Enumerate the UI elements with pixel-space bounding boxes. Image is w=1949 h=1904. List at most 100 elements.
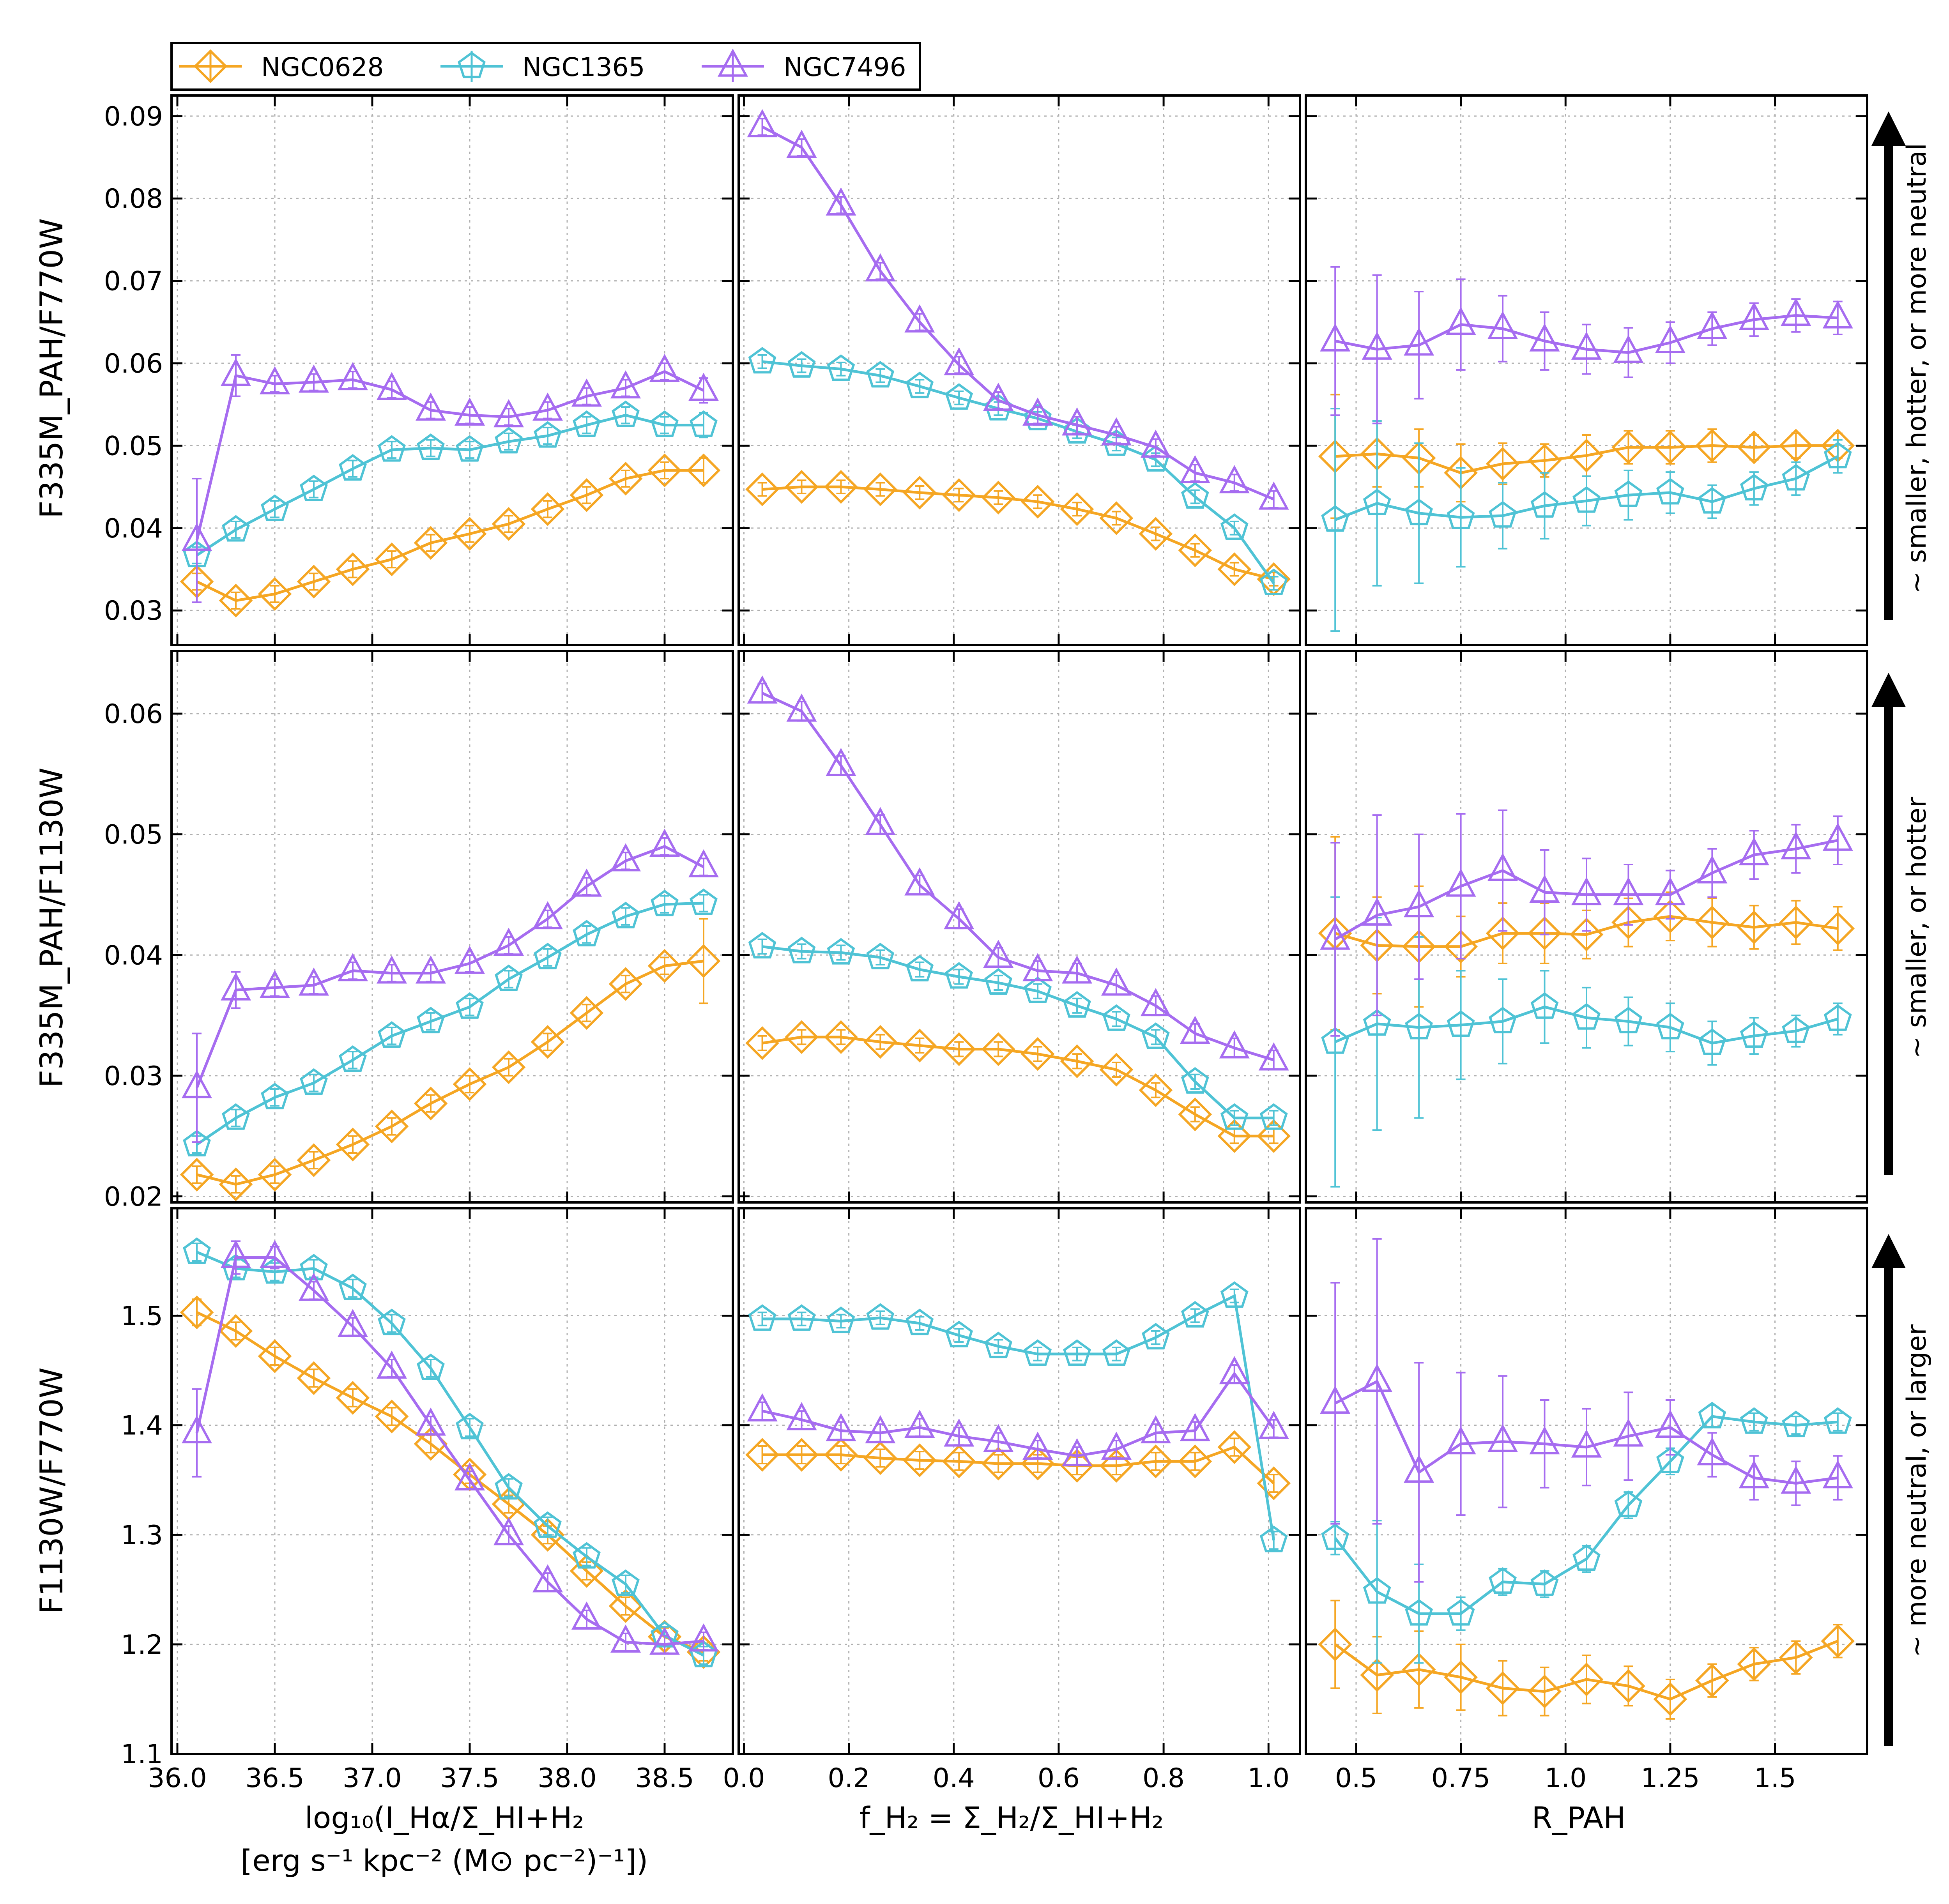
data-point: [375, 542, 409, 576]
data-point: [297, 564, 331, 599]
data-point: [1656, 1013, 1684, 1040]
data-point: [1611, 1669, 1645, 1703]
data-point: [1321, 505, 1349, 532]
data-point: [827, 354, 855, 381]
data-point: [1181, 482, 1209, 509]
data-point: [183, 1237, 211, 1264]
data-point: [1695, 429, 1729, 463]
x-tick-label: 0.2: [828, 1763, 870, 1794]
panel-frame: [738, 94, 1301, 646]
panel-r2-c1: 0.02 0.03 0.04 0.05 0.06: [104, 650, 734, 1213]
data-point: [863, 1441, 897, 1475]
data-point: [1258, 1042, 1289, 1071]
panel-r3-c3: 0.5 0.75 1.0 1.25 1.5: [1305, 1207, 1868, 1794]
y-tick-label: 0.07: [104, 266, 163, 297]
data-point: [534, 1511, 562, 1538]
data-point: [1697, 1437, 1728, 1466]
data-point: [415, 1407, 446, 1436]
data-point: [571, 868, 602, 897]
data-point: [1779, 1641, 1813, 1674]
data-point: [1404, 1455, 1434, 1483]
data-point: [1486, 916, 1520, 950]
data-point: [1102, 1339, 1130, 1366]
data-point: [610, 1624, 641, 1653]
data-point: [824, 1438, 858, 1472]
y-tick-label: 0.03: [104, 596, 163, 626]
data-point: [183, 1130, 211, 1156]
data-point: [1572, 1003, 1601, 1030]
panel-r3-c2: 0.0 0.2 0.4 0.6 0.8 1.0: [723, 1207, 1301, 1794]
data-point: [297, 1361, 331, 1395]
data-point: [787, 351, 816, 378]
panel-r1-c3: [1305, 94, 1868, 646]
data-point: [1655, 1409, 1685, 1438]
data-point: [300, 1068, 328, 1095]
data-point: [786, 129, 817, 158]
data-point: [297, 1143, 331, 1177]
data-point: [1571, 1429, 1602, 1458]
data-point: [571, 1601, 602, 1630]
data-point: [375, 1109, 409, 1144]
data-point: [1614, 1006, 1643, 1034]
data-point: [1529, 323, 1560, 352]
data-point: [569, 1554, 604, 1588]
data-point: [454, 1462, 485, 1490]
data-point: [1259, 1526, 1288, 1552]
data-point: [785, 1020, 819, 1054]
data-point: [336, 1381, 370, 1415]
data-point: [745, 472, 779, 506]
data-point: [745, 1026, 779, 1060]
data-point: [1363, 1577, 1391, 1604]
data-point: [1060, 1044, 1094, 1078]
data-point: [981, 1032, 1015, 1066]
data-point: [1062, 1438, 1093, 1467]
data-point: [688, 373, 719, 401]
data-point: [1180, 455, 1210, 483]
data-point: [748, 347, 776, 374]
data-point: [944, 1418, 974, 1447]
y-tick-label: 1.5: [121, 1301, 163, 1332]
data-point: [612, 902, 640, 928]
series-ngc1365: [183, 400, 718, 567]
data-point: [569, 478, 604, 512]
series-line: [196, 414, 704, 557]
data-point: [1102, 1004, 1130, 1031]
data-point: [337, 362, 368, 391]
data-point: [983, 940, 1014, 968]
series-ngc1365: [1321, 896, 1852, 1188]
data-point: [1220, 1281, 1249, 1308]
data-point: [826, 1413, 856, 1441]
x-tick-label: 38.0: [538, 1763, 596, 1794]
data-point: [787, 937, 816, 963]
series-ngc0628: [745, 470, 1291, 596]
data-point: [1139, 517, 1173, 551]
data-point: [785, 470, 819, 504]
panel-frame: [738, 650, 1301, 1204]
data-point: [339, 1045, 367, 1072]
data-point: [826, 187, 856, 216]
x-tick-label: 38.5: [635, 1763, 694, 1794]
data-point: [1259, 568, 1288, 595]
data-point: [493, 928, 524, 956]
data-point: [1445, 307, 1476, 335]
data-point: [1180, 1016, 1210, 1044]
data-point: [222, 1103, 250, 1130]
data-point: [258, 1158, 292, 1192]
x-label-mid: f_H₂ = Σ_H₂/Σ_HI+H₂: [860, 1800, 1164, 1835]
data-point: [298, 967, 329, 996]
data-point: [1363, 1009, 1391, 1036]
data-point: [1489, 1567, 1517, 1594]
data-point: [1020, 484, 1055, 519]
series-line: [762, 1371, 1275, 1457]
series-line: [196, 1311, 704, 1653]
series-line: [196, 469, 704, 602]
data-point: [1320, 1385, 1351, 1414]
data-point: [456, 1413, 484, 1439]
data-point: [1487, 1424, 1518, 1452]
data-point: [1655, 877, 1685, 905]
x-tick-label: 0.6: [1038, 1763, 1080, 1794]
legend-label: NGC0628: [261, 52, 384, 82]
data-point: [456, 435, 484, 462]
data-point: [259, 366, 290, 394]
series-ngc0628: [180, 1295, 721, 1669]
